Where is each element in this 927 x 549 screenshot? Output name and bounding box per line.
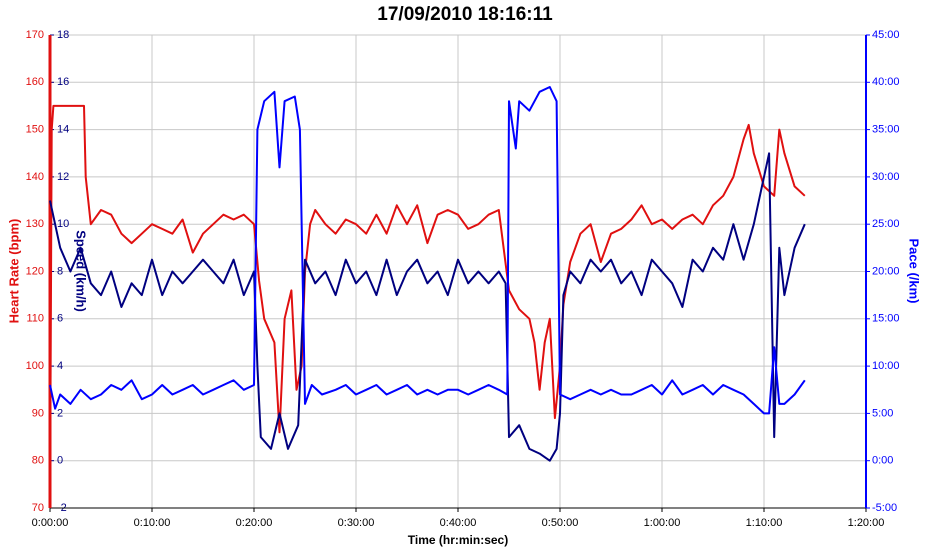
x-axis-title: Time (hr:min:sec) — [408, 533, 508, 547]
y2-axis-title: Pace (/km) — [907, 238, 922, 303]
y-tick-label: 120 — [26, 265, 44, 277]
chart-title: 17/09/2010 18:16:11 — [377, 4, 553, 25]
speed-tick-label: 14 — [57, 124, 69, 136]
x-tick-label: 0:00:00 — [32, 517, 69, 529]
y-axis-title: Heart Rate (bpm) — [6, 219, 21, 324]
y-tick-label: 100 — [26, 360, 44, 372]
x-tick-label: 0:30:00 — [338, 517, 375, 529]
y-tick-label: 170 — [26, 29, 44, 41]
speed-tick-label: 18 — [57, 29, 69, 41]
y2-tick-label: 15:00 — [872, 313, 900, 325]
y2-tick-label: 45:00 — [872, 29, 900, 41]
x-tick-label: 1:10:00 — [746, 517, 783, 529]
y2-tick-label: 20:00 — [872, 265, 900, 277]
y-tick-label: 140 — [26, 171, 44, 183]
y-tick-label: 70 — [32, 502, 44, 514]
x-tick-label: 0:20:00 — [236, 517, 273, 529]
y-tick-label: 130 — [26, 218, 44, 230]
speed-tick-label: 6 — [57, 313, 63, 325]
y-tick-label: 80 — [32, 455, 44, 467]
x-tick-label: 1:20:00 — [848, 517, 885, 529]
y2-tick-label: 10:00 — [872, 360, 900, 372]
speed-tick-label: 8 — [57, 265, 63, 277]
x-tick-label: 1:00:00 — [644, 517, 681, 529]
y-tick-label: 90 — [32, 407, 44, 419]
x-tick-label: 0:50:00 — [542, 517, 579, 529]
speed-tick-label: 4 — [57, 360, 63, 372]
y2-tick-label: 0:00 — [872, 455, 893, 467]
y2-tick-label: 5:00 — [872, 407, 893, 419]
y-tick-label: 150 — [26, 124, 44, 136]
speed-tick-label: 0 — [57, 455, 63, 467]
series-line — [49, 152, 806, 462]
speed-tick-label: 12 — [57, 171, 69, 183]
y2-tick-label: 30:00 — [872, 171, 900, 183]
y-tick-label: 160 — [26, 76, 44, 88]
series-line — [49, 104, 806, 509]
x-tick-label: 0:10:00 — [134, 517, 171, 529]
x-tick-label: 0:40:00 — [440, 517, 477, 529]
y2-tick-label: 35:00 — [872, 124, 900, 136]
y2-tick-label: -5:00 — [872, 502, 897, 514]
y-tick-label: 110 — [26, 313, 44, 325]
speed-tick-label: 16 — [57, 76, 69, 88]
series-line — [49, 86, 806, 415]
speed-tick-label: 2 — [57, 407, 63, 419]
speed-tick-label: 10 — [57, 218, 69, 230]
y2-tick-label: 25:00 — [872, 218, 900, 230]
y2-tick-label: 40:00 — [872, 76, 900, 88]
